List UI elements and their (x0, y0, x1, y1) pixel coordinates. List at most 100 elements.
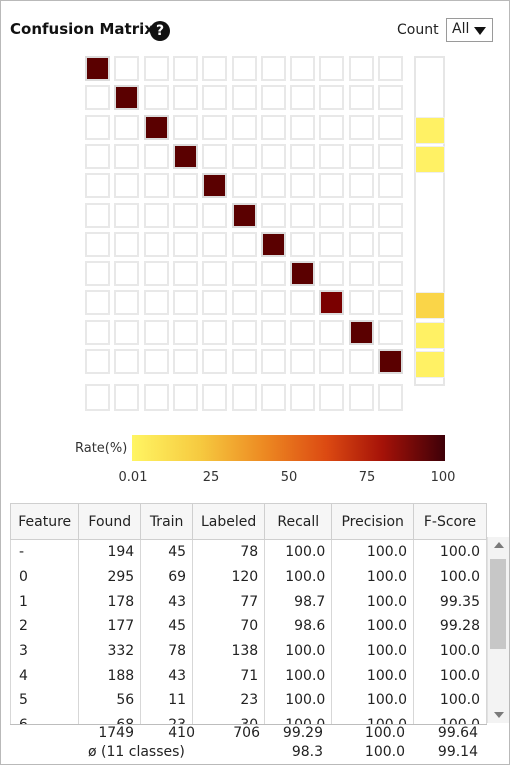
matrix-cell[interactable] (319, 173, 344, 198)
matrix-cell[interactable] (378, 232, 403, 257)
matrix-cell[interactable] (319, 115, 344, 140)
matrix-cell[interactable] (202, 261, 227, 286)
column-summary-cell[interactable] (378, 384, 403, 411)
matrix-cell[interactable] (378, 261, 403, 286)
matrix-cell-diagonal[interactable] (319, 290, 344, 315)
matrix-cell[interactable] (290, 56, 315, 81)
matrix-cell[interactable] (202, 115, 227, 140)
column-header-precision[interactable]: Precision (331, 503, 415, 540)
matrix-cell-diagonal[interactable] (261, 232, 286, 257)
column-summary-cell[interactable] (202, 384, 227, 411)
matrix-cell[interactable] (85, 115, 110, 140)
row-error-cell[interactable] (415, 234, 443, 259)
matrix-cell[interactable] (232, 320, 257, 345)
matrix-cell[interactable] (114, 261, 139, 286)
matrix-cell-diagonal[interactable] (202, 173, 227, 198)
matrix-cell-diagonal[interactable] (349, 320, 374, 345)
matrix-cell[interactable] (290, 173, 315, 198)
matrix-cell-diagonal[interactable] (232, 203, 257, 228)
matrix-cell[interactable] (173, 173, 198, 198)
matrix-cell[interactable] (261, 115, 286, 140)
table-row[interactable]: -194 45 78 100.0 100.0 100.0 (10, 539, 487, 565)
matrix-cell[interactable] (144, 56, 169, 81)
matrix-cell[interactable] (144, 320, 169, 345)
matrix-cell-diagonal[interactable] (114, 85, 139, 110)
column-summary-cell[interactable] (144, 384, 169, 411)
column-summary-cell[interactable] (232, 384, 257, 411)
row-error-cell[interactable] (415, 117, 445, 144)
column-header-train[interactable]: Train (140, 503, 194, 540)
matrix-cell[interactable] (261, 261, 286, 286)
matrix-cell[interactable] (319, 261, 344, 286)
matrix-cell[interactable] (114, 232, 139, 257)
row-error-cell[interactable] (415, 175, 443, 200)
column-header-feature[interactable]: Feature (10, 503, 80, 540)
help-icon[interactable]: ? (150, 21, 170, 41)
matrix-cell[interactable] (349, 85, 374, 110)
column-header-fscore[interactable]: F-Score (413, 503, 487, 540)
matrix-cell[interactable] (232, 173, 257, 198)
row-error-cell[interactable] (415, 351, 445, 378)
matrix-cell[interactable] (173, 261, 198, 286)
matrix-cell[interactable] (319, 56, 344, 81)
matrix-cell[interactable] (144, 144, 169, 169)
matrix-cell[interactable] (202, 144, 227, 169)
matrix-cell[interactable] (290, 203, 315, 228)
matrix-cell-diagonal[interactable] (290, 261, 315, 286)
row-error-cell[interactable] (415, 322, 445, 349)
matrix-cell[interactable] (349, 173, 374, 198)
row-error-cell[interactable] (415, 205, 443, 230)
matrix-cell[interactable] (319, 85, 344, 110)
matrix-cell[interactable] (202, 232, 227, 257)
matrix-cell[interactable] (261, 203, 286, 228)
matrix-cell[interactable] (85, 144, 110, 169)
matrix-cell[interactable] (349, 232, 374, 257)
matrix-cell[interactable] (202, 56, 227, 81)
matrix-cell[interactable] (85, 203, 110, 228)
matrix-cell[interactable] (173, 115, 198, 140)
matrix-cell[interactable] (290, 144, 315, 169)
scroll-up-icon[interactable] (494, 542, 504, 548)
matrix-cell[interactable] (290, 85, 315, 110)
matrix-cell[interactable] (173, 320, 198, 345)
matrix-cell[interactable] (349, 290, 374, 315)
matrix-cell[interactable] (85, 232, 110, 257)
matrix-cell[interactable] (85, 349, 110, 374)
matrix-cell[interactable] (349, 349, 374, 374)
matrix-cell[interactable] (85, 290, 110, 315)
matrix-cell[interactable] (85, 261, 110, 286)
matrix-cell[interactable] (261, 144, 286, 169)
matrix-cell[interactable] (232, 261, 257, 286)
matrix-cell[interactable] (319, 320, 344, 345)
scroll-down-icon[interactable] (494, 712, 504, 718)
column-summary-cell[interactable] (261, 384, 286, 411)
matrix-cell[interactable] (202, 85, 227, 110)
matrix-cell[interactable] (85, 320, 110, 345)
matrix-cell[interactable] (173, 349, 198, 374)
row-error-cell[interactable] (415, 263, 443, 288)
matrix-cell[interactable] (202, 290, 227, 315)
matrix-cell[interactable] (144, 290, 169, 315)
matrix-cell[interactable] (290, 349, 315, 374)
column-summary-cell[interactable] (114, 384, 139, 411)
matrix-cell[interactable] (232, 232, 257, 257)
matrix-cell[interactable] (144, 349, 169, 374)
matrix-cell[interactable] (144, 85, 169, 110)
table-row[interactable]: 4 188 43 71 100.0 100.0 100.0 (10, 663, 487, 689)
table-row[interactable]: 0 295 69 120 100.0 100.0 100.0 (10, 564, 487, 590)
matrix-cell[interactable] (232, 290, 257, 315)
matrix-cell[interactable] (173, 232, 198, 257)
filter-select[interactable]: All (446, 18, 493, 42)
matrix-cell[interactable] (378, 56, 403, 81)
table-row[interactable]: 1 178 43 77 98.7 100.0 99.35 (10, 589, 487, 615)
column-header-labeled[interactable]: Labeled (192, 503, 266, 540)
column-summary-cell[interactable] (290, 384, 315, 411)
matrix-cell[interactable] (349, 203, 374, 228)
scroll-thumb[interactable] (490, 559, 506, 649)
matrix-cell[interactable] (290, 115, 315, 140)
matrix-cell[interactable] (319, 144, 344, 169)
metrics-table-wrapper[interactable]: Feature Found Train Labeled Recall Preci… (10, 503, 489, 724)
matrix-cell[interactable] (232, 115, 257, 140)
matrix-cell[interactable] (144, 203, 169, 228)
